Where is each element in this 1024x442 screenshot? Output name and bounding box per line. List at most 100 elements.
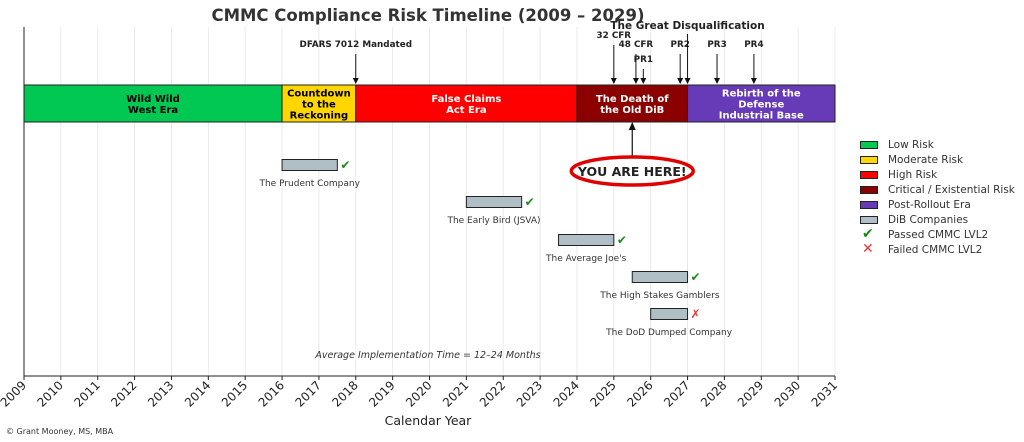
x-tick-label: 2021 — [440, 378, 471, 409]
era-bar: Wild Wild West Era Countdown to the Reckonin… — [23, 84, 836, 123]
x-axis-label: Calendar Year — [385, 413, 473, 428]
legend-swatch — [860, 171, 878, 179]
company-label: The High Stakes Gamblers — [599, 291, 720, 301]
era-label: Countdown to the Reckoning — [287, 89, 351, 122]
x-tick-label: 2009 — [0, 378, 29, 409]
milestone-label: The Great Disqualification — [610, 20, 764, 32]
milestone-arrowhead — [632, 78, 639, 84]
chart-title: CMMC Compliance Risk Timeline (2009 – 20… — [211, 6, 644, 25]
milestone-arrowhead — [684, 78, 691, 84]
passed-check-icon: ✔ — [525, 195, 535, 209]
company-label: The DoD Dumped Company — [605, 328, 733, 338]
legend-label: Moderate Risk — [888, 154, 964, 166]
x-tick-label: 2031 — [809, 378, 840, 409]
credit-line: © Grant Mooney, MS, MBA — [6, 427, 114, 436]
company-bar — [631, 271, 689, 283]
company-bar — [650, 308, 689, 320]
x-tick-label: 2028 — [698, 378, 729, 409]
x-tick-label: 2025 — [587, 378, 618, 409]
legend-item: Moderate Risk — [858, 153, 1024, 168]
milestone-arrowhead — [610, 78, 617, 84]
x-tick-label: 2030 — [772, 378, 803, 409]
era-segment — [23, 84, 283, 123]
legend-item: ✔ Passed CMMC LVL2 — [858, 226, 1024, 243]
milestone-label: PR2 — [671, 40, 690, 50]
x-tick-label: 2024 — [551, 378, 582, 409]
era-segment — [687, 84, 836, 123]
legend-label: Failed CMMC LVL2 — [888, 244, 983, 256]
era-segment — [576, 84, 689, 123]
x-tick-label: 2010 — [34, 378, 65, 409]
x-tick-label: 2023 — [514, 378, 545, 409]
cross-icon: ✕ — [862, 241, 874, 257]
passed-check-icon: ✔ — [340, 158, 350, 172]
era-segment — [355, 84, 578, 123]
company-label: The Prudent Company — [258, 179, 360, 189]
x-tick-label: 2012 — [108, 378, 139, 409]
milestone-arrowhead — [677, 78, 684, 84]
you-are-here-arrowhead — [628, 122, 636, 130]
x-tick-label: 2020 — [403, 378, 434, 409]
check-icon: ✔ — [862, 226, 874, 242]
legend-swatch — [860, 186, 878, 194]
company-bar — [465, 196, 523, 208]
x-tick-label: 2014 — [182, 378, 213, 409]
legend-item: Post-Rollout Era — [858, 198, 1024, 213]
x-tick-label: 2019 — [366, 378, 397, 409]
x-tick-label: 2022 — [477, 378, 508, 409]
milestone-label: PR3 — [707, 40, 726, 50]
milestone-label: DFARS 7012 Mandated — [300, 40, 412, 50]
legend-label: Passed CMMC LVL2 — [888, 229, 989, 241]
milestone-arrowhead — [714, 78, 721, 84]
x-tick-label: 2027 — [661, 378, 692, 409]
legend-item: DiB Companies — [858, 213, 1024, 228]
era-label: False Claims Act Era — [431, 94, 501, 116]
failed-cross-icon: ✗ — [691, 307, 701, 321]
legend-item: ✕ Failed CMMC LVL2 — [858, 241, 1024, 258]
milestone-label: PR4 — [744, 40, 763, 50]
legend-item: High Risk — [858, 168, 1024, 183]
era-label: The Death of the Old DiB — [596, 94, 669, 116]
company-bar — [281, 159, 338, 171]
legend-swatch — [860, 141, 878, 149]
legend-swatch — [860, 201, 878, 209]
era-segment — [281, 84, 357, 123]
x-tick-label: 2029 — [735, 378, 766, 409]
legend-item: Critical / Existential Risk — [858, 183, 1024, 198]
milestone-label: PR1 — [634, 55, 653, 65]
x-tick-label: 2017 — [293, 378, 324, 409]
x-tick-label: 2015 — [219, 378, 250, 409]
x-tick-label: 2016 — [256, 378, 287, 409]
legend-label: Critical / Existential Risk — [888, 184, 1015, 196]
era-label: Rebirth of the Defense Industrial Base — [719, 89, 804, 122]
milestone-arrowhead — [640, 78, 647, 84]
legend-swatch — [860, 216, 878, 224]
company-label: The Average Joe's — [545, 254, 627, 264]
x-tick-label: 2013 — [145, 378, 176, 409]
passed-check-icon: ✔ — [691, 270, 701, 284]
legend-item: Low Risk — [858, 138, 1024, 153]
x-tick-label: 2018 — [329, 378, 360, 409]
milestone-arrowhead — [352, 78, 359, 84]
legend-label: DiB Companies — [888, 214, 969, 226]
company-label: The Early Bird (JSVA) — [446, 216, 540, 226]
x-tick-label: 2011 — [71, 378, 102, 409]
legend-label: High Risk — [888, 169, 938, 181]
company-bar — [558, 234, 615, 246]
gridlines — [23, 27, 836, 376]
x-tick-label: 2026 — [624, 378, 655, 409]
implementation-note: Average Implementation Time = 12–24 Mont… — [314, 350, 540, 361]
you-are-here-label: YOU ARE HERE! — [577, 164, 687, 179]
milestone-label: 32 CFR — [597, 31, 632, 41]
legend-swatch — [860, 156, 878, 164]
milestone-label: 48 CFR — [619, 40, 654, 50]
you-are-here-ellipse — [569, 155, 695, 187]
era-label: Wild Wild West Era — [126, 94, 180, 116]
company-bars: ✔ The Prudent Company ✔ The Early Bird (JSV… — [258, 158, 732, 338]
milestone-arrowhead — [750, 78, 757, 84]
legend-label: Low Risk — [888, 139, 934, 151]
passed-check-icon: ✔ — [617, 233, 627, 247]
legend: Low Risk Moderate Risk High Risk Critical /… — [858, 138, 1024, 258]
